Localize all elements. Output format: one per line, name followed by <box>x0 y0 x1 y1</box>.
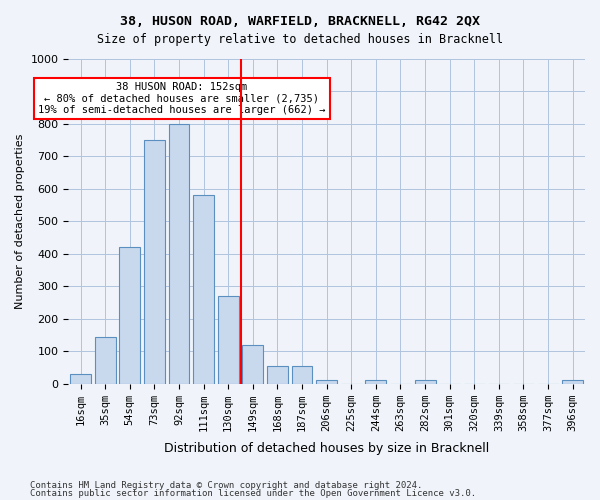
Bar <box>242 344 263 384</box>
Bar <box>193 196 214 384</box>
Bar <box>267 366 288 384</box>
Text: Size of property relative to detached houses in Bracknell: Size of property relative to detached ho… <box>97 32 503 46</box>
Bar <box>316 380 337 384</box>
X-axis label: Distribution of detached houses by size in Bracknell: Distribution of detached houses by size … <box>164 442 489 455</box>
Y-axis label: Number of detached properties: Number of detached properties <box>15 134 25 309</box>
Text: 38, HUSON ROAD, WARFIELD, BRACKNELL, RG42 2QX: 38, HUSON ROAD, WARFIELD, BRACKNELL, RG4… <box>120 15 480 28</box>
Bar <box>119 248 140 384</box>
Bar <box>292 366 313 384</box>
Bar <box>95 336 116 384</box>
Bar <box>562 380 583 384</box>
Bar <box>365 380 386 384</box>
Bar <box>144 140 165 384</box>
Bar <box>70 374 91 384</box>
Text: 38 HUSON ROAD: 152sqm
← 80% of detached houses are smaller (2,735)
19% of semi-d: 38 HUSON ROAD: 152sqm ← 80% of detached … <box>38 82 326 115</box>
Text: Contains public sector information licensed under the Open Government Licence v3: Contains public sector information licen… <box>30 488 476 498</box>
Bar <box>415 380 436 384</box>
Bar <box>218 296 239 384</box>
Text: Contains HM Land Registry data © Crown copyright and database right 2024.: Contains HM Land Registry data © Crown c… <box>30 481 422 490</box>
Bar <box>169 124 190 384</box>
